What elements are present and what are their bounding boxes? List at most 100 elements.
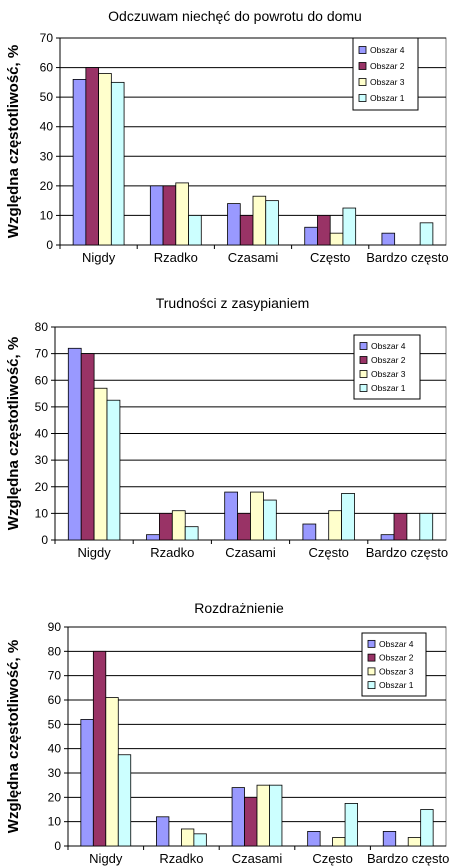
legend-label: Obszar 2 <box>371 355 406 365</box>
chart-2: Trudności z zasypianiem Względna częstotl… <box>5 295 448 560</box>
x-tick-label: Rzadko <box>154 250 198 265</box>
y-tick-label: 30 <box>48 766 62 780</box>
bar <box>237 512 251 541</box>
bar <box>393 512 408 541</box>
y-tick-label: 80 <box>48 644 62 658</box>
legend-label: Obszar 4 <box>371 341 406 351</box>
x-tick-label: Rzadko <box>159 851 203 866</box>
legend-swatch <box>358 46 367 54</box>
bar <box>381 232 396 246</box>
legend: Obszar 4 Obszar 2 Obszar 3 Obszar 1 <box>353 334 421 400</box>
y-tick-label: 70 <box>40 31 54 45</box>
bar <box>380 534 395 541</box>
y-tick-label: 40 <box>35 427 49 441</box>
bar <box>117 754 132 847</box>
y-tick-label: 0 <box>41 533 48 547</box>
x-tick-label: Nigdy <box>77 545 111 560</box>
y-axis-label: Względna częstotliwość, % <box>5 640 22 833</box>
legend-swatch <box>359 356 368 364</box>
legend-swatch <box>358 94 367 102</box>
bar <box>341 493 355 541</box>
legend-label: Obszar 2 <box>379 653 414 663</box>
legend-label: Obszar 3 <box>371 369 406 379</box>
legend-swatch <box>358 78 367 86</box>
bar <box>149 185 164 246</box>
legend-swatch <box>367 667 376 676</box>
bar <box>93 387 108 541</box>
y-tick-label: 50 <box>48 717 62 731</box>
y-tick-label: 40 <box>40 120 54 134</box>
bar <box>175 182 189 246</box>
bar <box>407 837 422 847</box>
legend-swatch <box>358 62 367 70</box>
x-tick-label: Często <box>310 250 350 265</box>
legend-label: Obszar 1 <box>370 93 405 103</box>
bar <box>105 697 119 847</box>
bar <box>302 523 317 541</box>
y-tick-label: 10 <box>40 208 54 222</box>
legend-label: Obszar 4 <box>370 45 405 55</box>
bar <box>92 650 107 847</box>
legend-label: Obszar 1 <box>371 383 406 393</box>
legend-label: Obszar 3 <box>370 77 405 87</box>
legend-label: Obszar 3 <box>379 666 414 676</box>
y-tick-label: 70 <box>48 669 62 683</box>
bar <box>420 809 434 847</box>
chart-title: Rozdrażnienie <box>194 600 284 616</box>
y-tick-label: 0 <box>54 839 61 853</box>
bar <box>250 491 264 541</box>
legend-label: Obszar 2 <box>370 61 405 71</box>
x-tick-label: Nigdy <box>82 250 116 265</box>
legend-swatch <box>359 384 368 392</box>
bar <box>98 73 112 246</box>
bar <box>269 784 283 847</box>
bar <box>67 347 82 541</box>
bar <box>188 215 202 246</box>
y-axis-label: Względna częstotliwość, % <box>5 45 22 238</box>
bar <box>419 512 434 541</box>
bar <box>72 79 87 246</box>
x-tick-label: Czasami <box>228 250 279 265</box>
legend-swatch <box>367 653 376 662</box>
bar <box>171 510 186 541</box>
y-tick-label: 80 <box>35 320 49 334</box>
bar <box>307 831 321 847</box>
legend-swatch <box>367 639 376 648</box>
bar <box>227 203 241 246</box>
bar <box>328 510 343 541</box>
legend-swatch <box>359 342 368 350</box>
y-tick-label: 90 <box>48 620 62 634</box>
y-tick-label: 50 <box>35 400 49 414</box>
x-tick-label: Czasami <box>225 545 276 560</box>
bar <box>304 226 318 246</box>
x-tick-label: Rzadko <box>150 545 194 560</box>
x-tick-label: Bardzo często <box>366 545 448 560</box>
y-tick-label: 70 <box>35 347 49 361</box>
x-tick-label: Często <box>308 545 348 560</box>
bar <box>342 207 357 246</box>
y-tick-label: 60 <box>40 61 54 75</box>
legend-swatch <box>367 681 376 690</box>
legend: Obszar 4 Obszar 2 Obszar 3 Obszar 1 <box>352 37 419 111</box>
y-tick-label: 60 <box>35 373 49 387</box>
bar <box>106 399 121 541</box>
bar <box>244 796 258 847</box>
y-tick-label: 30 <box>35 453 49 467</box>
legend: Obszar 4 Obszar 2 Obszar 3 Obszar 1 <box>361 632 427 697</box>
bar <box>80 353 95 541</box>
bar <box>263 499 277 541</box>
bar <box>180 828 195 847</box>
y-axis-label: Względna częstotliwość, % <box>5 337 22 530</box>
chart-title: Odczuwam niechęć do powrotu do domu <box>108 8 362 24</box>
bar <box>193 833 207 847</box>
chart-title: Trudności z zasypianiem <box>156 295 310 311</box>
bar <box>158 512 173 541</box>
chart-3: Rozdrażnienie Względna częstotliwość, % 0 1… <box>5 600 449 866</box>
bar <box>382 831 397 847</box>
legend-label: Obszar 4 <box>379 639 414 649</box>
y-tick-label: 30 <box>40 149 54 163</box>
bar <box>110 81 125 246</box>
bar <box>344 803 358 847</box>
bar <box>256 784 270 847</box>
